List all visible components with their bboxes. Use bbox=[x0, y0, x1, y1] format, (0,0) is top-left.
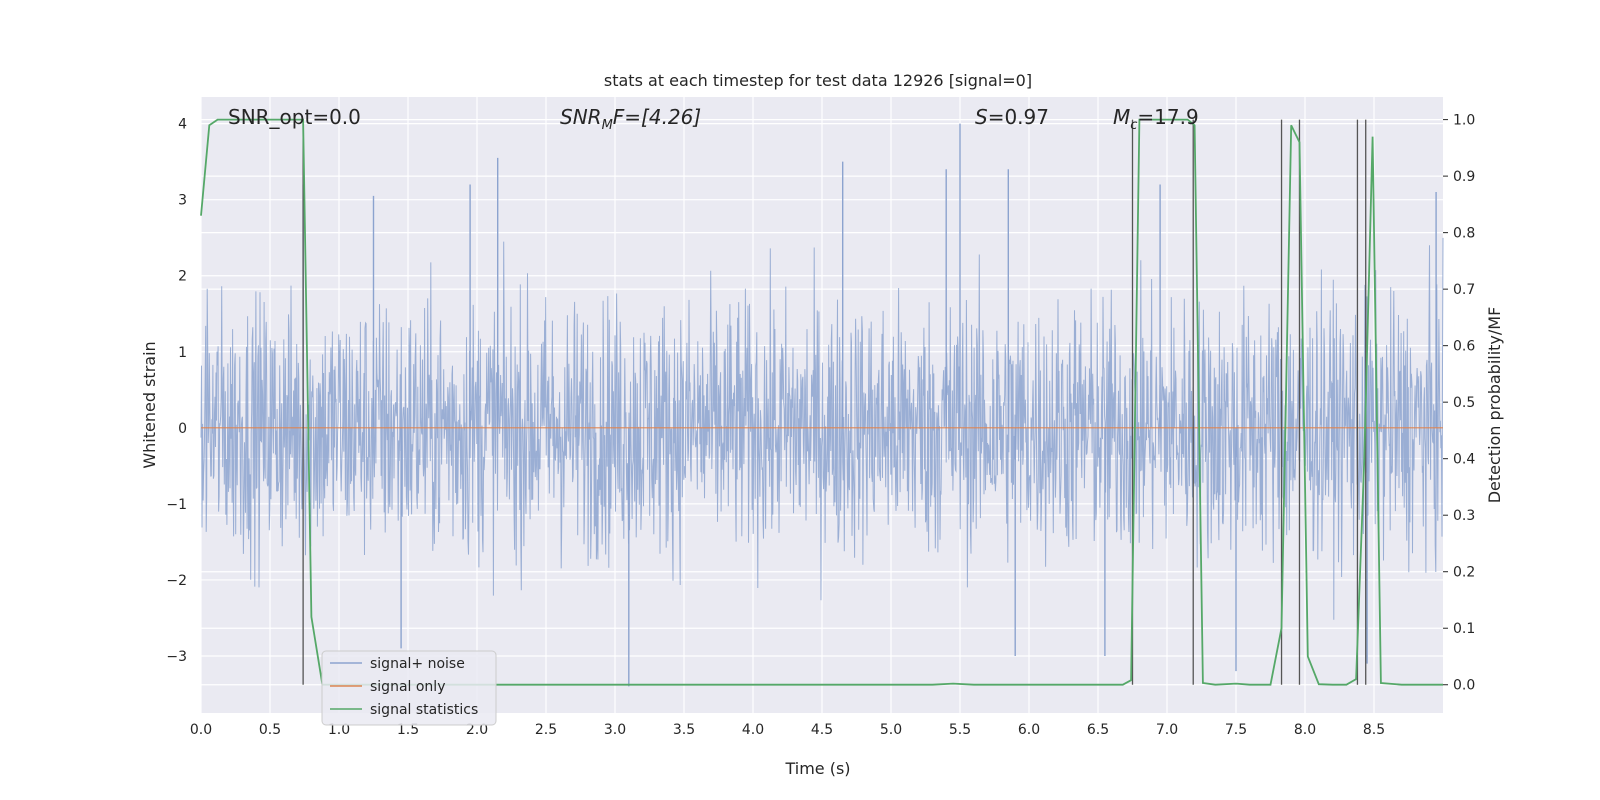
annotation-snr-opt: SNR_opt=0.0 bbox=[228, 105, 361, 129]
annotation-s-italic: S bbox=[975, 105, 988, 129]
y-tick-label-right: 0.2 bbox=[1453, 565, 1475, 581]
x-tick-label: 8.0 bbox=[1294, 722, 1316, 738]
y-tick-label-right: 0.6 bbox=[1453, 339, 1475, 355]
y-tick-label: −3 bbox=[166, 649, 187, 665]
y-tick-label-right: 0.7 bbox=[1453, 282, 1475, 298]
series-signal-statistics bbox=[200, 118, 1443, 686]
y-tick-label: 3 bbox=[178, 193, 187, 209]
legend-label-signal-only: signal only bbox=[370, 679, 445, 695]
y-tick-label: 4 bbox=[178, 117, 187, 133]
x-tick-label: 0.5 bbox=[259, 722, 281, 738]
annotation-snr-mf-base: SNR bbox=[560, 105, 602, 129]
x-axis-label: Time (s) bbox=[784, 759, 850, 778]
x-tick-label: 5.0 bbox=[880, 722, 902, 738]
x-axis-ticks: 0.0 0.5 1.0 1.5 2.0 2.5 3.0 3.5 4.0 4.5 5.0 5.5 6.0 6… bbox=[190, 722, 1385, 738]
x-tick-label: 6.5 bbox=[1087, 722, 1109, 738]
y-tick-label: 1 bbox=[178, 345, 187, 361]
legend-label-signal-noise: signal+ noise bbox=[370, 656, 465, 672]
chart-title: stats at each timestep for test data 129… bbox=[604, 71, 1032, 90]
annotation-mc-base: M bbox=[1113, 105, 1130, 129]
annotation-mc: Mc=17.9 bbox=[1113, 105, 1199, 133]
x-tick-label: 2.5 bbox=[535, 722, 557, 738]
y-tick-label-right: 0.3 bbox=[1453, 508, 1475, 524]
y-tick-label: 0 bbox=[178, 421, 187, 437]
annotation-s-rest: =0.97 bbox=[988, 105, 1049, 129]
y-tick-label: −2 bbox=[166, 573, 187, 589]
y-tick-label-right: 0.5 bbox=[1453, 395, 1475, 411]
x-tick-label: 2.0 bbox=[466, 722, 488, 738]
annotation-snr-mf: SNRMF=[4.26] bbox=[560, 105, 701, 133]
x-tick-label: 1.0 bbox=[328, 722, 350, 738]
annotation-s: S=0.97 bbox=[975, 105, 1049, 129]
legend-box bbox=[321, 650, 497, 726]
x-tick-label: 4.5 bbox=[811, 722, 833, 738]
y-axis-label: Whitened strain bbox=[140, 341, 159, 468]
y-axis-right-ticks: 0.0 0.1 0.2 0.3 0.4 0.5 0.6 0.7 0.8 0.9 1.0 bbox=[1443, 113, 1475, 694]
annotation-snr-mf-sub: M bbox=[602, 118, 613, 133]
y-axis-ticks: −3 −2 −1 0 1 2 3 4 bbox=[166, 117, 187, 665]
y-tick-label: −1 bbox=[166, 497, 187, 513]
legend-label-signal-statistics: signal statistics bbox=[370, 702, 478, 718]
x-tick-label: 1.5 bbox=[397, 722, 419, 738]
y-axis-right-label: Detection probability/MF bbox=[1485, 307, 1504, 504]
x-tick-label: 7.5 bbox=[1225, 722, 1247, 738]
annotation-mc-sub: c bbox=[1130, 118, 1137, 133]
x-tick-label: 4.0 bbox=[742, 722, 764, 738]
x-tick-label: 6.0 bbox=[1018, 722, 1040, 738]
annotation-mc-rest: =17.9 bbox=[1137, 105, 1198, 129]
y-tick-label-right: 1.0 bbox=[1453, 113, 1475, 129]
x-tick-label: 3.5 bbox=[673, 722, 695, 738]
signal-statistics-line bbox=[200, 118, 1443, 686]
y-tick-label-right: 0.8 bbox=[1453, 226, 1475, 242]
x-tick-label: 3.0 bbox=[604, 722, 626, 738]
y-tick-label-right: 0.4 bbox=[1453, 452, 1475, 468]
x-tick-label: 8.5 bbox=[1363, 722, 1385, 738]
x-tick-label: 5.5 bbox=[949, 722, 971, 738]
x-tick-label: 7.0 bbox=[1156, 722, 1178, 738]
y-tick-label-right: 0.1 bbox=[1453, 621, 1475, 637]
y-tick-label-right: 0.9 bbox=[1453, 169, 1475, 185]
legend: signal+ noise signal only signal statist… bbox=[321, 650, 497, 726]
annotation-snr-mf-rest: F=[4.26] bbox=[613, 105, 701, 129]
y-tick-label: 2 bbox=[178, 269, 187, 285]
y-tick-label-right: 0.0 bbox=[1453, 678, 1475, 694]
x-tick-label: 0.0 bbox=[190, 722, 212, 738]
